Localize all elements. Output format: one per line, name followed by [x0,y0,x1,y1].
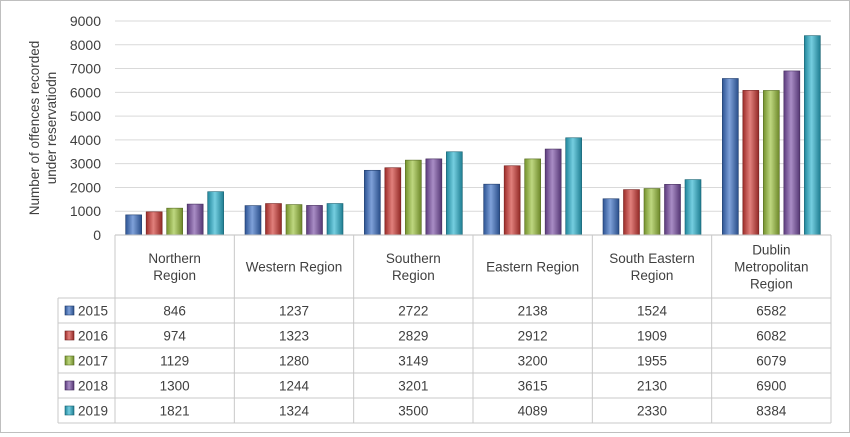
bar-2018-1 [306,205,323,236]
table-cell: 3500 [398,404,428,419]
table-cell: 2330 [637,404,667,419]
bar-2018-3 [544,148,562,236]
table-cell: 2829 [398,329,428,344]
table-cell: 1524 [637,304,668,319]
legend-key-2018 [64,380,75,391]
table-cell: 846 [163,304,186,319]
table-cell: 4089 [518,404,548,419]
bar-2016-2 [384,167,402,236]
y-tick-label: 7000 [70,61,101,77]
bar-2016-1 [265,203,282,236]
bar-2017-0 [166,207,183,236]
y-tick-label: 4000 [70,132,101,148]
bar-2015-1 [244,205,262,236]
bar-2018-2 [425,158,443,236]
y-tick-label: 6000 [70,84,101,100]
bar-2017-2 [405,159,422,236]
y-tick-label: 3000 [70,156,101,172]
table-cell: 2138 [518,304,548,319]
y-tick-label: 0 [93,227,101,243]
bar-2015-0 [125,214,142,236]
table-cell: 2912 [518,329,548,344]
table-cell: 1244 [279,379,310,394]
table-cell: 6900 [756,379,786,394]
bar-2018-4 [664,184,681,236]
table-cell: 3200 [518,354,548,369]
table-cell: 1237 [279,304,309,319]
y-tick-label: 9000 [70,13,101,29]
table-cell: 1909 [637,329,667,344]
category-label: Region [392,268,435,283]
bar-2019-0 [207,191,224,236]
category-label: Region [153,268,196,283]
category-label: Western Region [246,260,343,275]
y-tick-label: 8000 [70,37,101,53]
legend-key-2016 [64,330,75,341]
category-label: Region [750,277,793,292]
y-tick-label: 2000 [70,179,101,195]
table-cell: 2130 [637,379,667,394]
table-cell: 6582 [756,304,786,319]
category-label: Northern [148,251,201,266]
bar-2019-2 [446,151,463,236]
category-label: South Eastern [609,251,695,266]
table-cell: 1280 [279,354,309,369]
bar-2017-1 [285,204,303,236]
table-cell: 1821 [160,404,190,419]
y-axis-label: under reservatiodn [44,72,59,185]
bar-2019-5 [804,35,821,236]
bar-2016-0 [145,211,163,236]
category-label: Dublin [752,243,790,258]
table-cell: 974 [163,329,186,344]
bar-2018-5 [783,70,801,236]
table-cell: 3149 [398,354,428,369]
table-cell: 6079 [756,354,786,369]
legend-key-2017 [64,355,75,366]
bar-2015-5 [722,78,739,236]
table-cell: 1955 [637,354,667,369]
bar-2015-2 [364,169,381,236]
bar-2017-4 [643,188,661,236]
category-label: Eastern Region [486,260,579,275]
table-cell: 3615 [518,379,548,394]
legend-label: 2018 [78,379,108,394]
category-label: Southern [386,251,441,266]
category-label: Region [631,268,674,283]
legend-label: 2015 [78,304,108,319]
category-label: Metropolitan [734,260,808,275]
table-cell: 1129 [160,354,189,369]
table-cell: 2722 [398,304,428,319]
bar-2016-4 [623,189,640,236]
table-cell: 8384 [756,404,787,419]
legend-label: 2016 [78,329,108,344]
bar-2019-3 [565,137,582,236]
legend-key-2019 [64,405,75,416]
legend-label: 2019 [78,404,108,419]
y-tick-label: 5000 [70,108,101,124]
table-cell: 1324 [279,404,310,419]
legend-key-2015 [64,305,75,316]
table-cell: 1323 [279,329,309,344]
bar-2019-4 [684,179,702,236]
bar-2017-5 [763,90,780,236]
bar-2016-3 [503,165,521,236]
bar-2018-0 [186,203,204,236]
bar-2015-3 [483,183,500,236]
table-cell: 6082 [756,329,786,344]
table-cell: 1300 [160,379,190,394]
y-axis-label: Number of offences recorded [27,41,42,216]
table-cell: 3201 [398,379,428,394]
y-tick-label: 1000 [70,203,101,219]
bar-2019-1 [326,203,344,236]
legend-label: 2017 [78,354,108,369]
bar-2015-4 [602,198,620,236]
bar-2016-5 [742,90,760,236]
bar-2017-3 [524,158,541,236]
